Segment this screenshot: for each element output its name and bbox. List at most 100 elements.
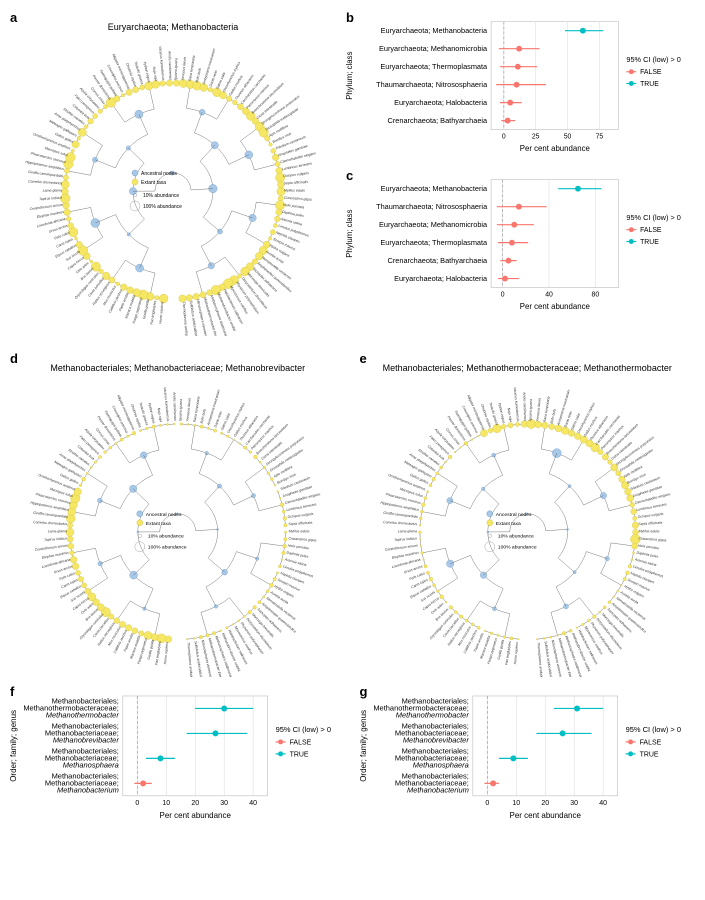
svg-text:Extant taxa: Extant taxa <box>495 521 520 527</box>
forest-plot-c: 04080Euryarchaeota; MethanobacteriaThaum… <box>344 166 697 313</box>
panel-a: a Euryarchaeota; Methanobacteria Homo sa… <box>8 8 338 341</box>
svg-text:40: 40 <box>599 799 607 806</box>
svg-text:Mytilus edulis: Mytilus edulis <box>289 529 310 533</box>
svg-text:Homo sapiens: Homo sapiens <box>158 301 164 324</box>
forest-col-bc: b 0255075Euryarchaeota; MethanobacteriaE… <box>344 8 697 341</box>
svg-text:25: 25 <box>532 133 540 140</box>
panel-label-e: e <box>360 351 367 366</box>
forest-plot-f: 010203040Methanobacteriales;Methanotherm… <box>8 682 348 822</box>
svg-text:Euryarchaeota; Thermoplasmata: Euryarchaeota; Thermoplasmata <box>380 62 488 71</box>
panel-label-d: d <box>10 351 18 366</box>
svg-text:Crassostrea gigas: Crassostrea gigas <box>284 196 313 202</box>
svg-text:Order; family; genus: Order; family; genus <box>359 710 368 782</box>
svg-text:Varanus komodoensis: Varanus komodoensis <box>163 387 170 422</box>
svg-text:0: 0 <box>135 799 139 806</box>
svg-text:Pan troglodytes: Pan troglodytes <box>150 300 158 325</box>
svg-text:Bufo bufo: Bufo bufo <box>200 408 207 423</box>
svg-text:Varanus komodoensis: Varanus komodoensis <box>512 387 519 422</box>
svg-text:Homo sapiens: Homo sapiens <box>513 642 519 665</box>
svg-text:Lumbricus terrestris: Lumbricus terrestris <box>286 502 317 512</box>
panel-e: e Methanobacteriales; Methanothermobacte… <box>358 349 698 682</box>
svg-text:Per cent abundance: Per cent abundance <box>520 302 590 311</box>
svg-text:Lama glama: Lama glama <box>48 529 67 533</box>
svg-text:Crenarchaeota; Bathyarchaeia: Crenarchaeota; Bathyarchaeia <box>388 256 489 265</box>
row-1: a Euryarchaeota; Methanobacteria Homo sa… <box>8 8 697 341</box>
svg-text:Pan troglodytes: Pan troglodytes <box>154 641 162 666</box>
svg-text:Methanobrevibacter: Methanobrevibacter <box>53 735 120 744</box>
svg-text:30: 30 <box>220 799 228 806</box>
svg-text:100% abundance: 100% abundance <box>148 545 187 551</box>
svg-text:FALSE: FALSE <box>640 69 662 76</box>
svg-text:Giraffa camelopardalis: Giraffa camelopardalis <box>33 511 68 519</box>
svg-text:Lumbricus terrestris: Lumbricus terrestris <box>281 161 312 171</box>
forest-plot-b: 0255075Euryarchaeota; MethanobacteriaEur… <box>344 8 697 155</box>
panel-title-e: Methanobacteriales; Methanothermobactera… <box>358 363 698 373</box>
svg-text:20: 20 <box>191 799 199 806</box>
svg-text:0: 0 <box>502 133 506 140</box>
svg-text:20: 20 <box>541 799 549 806</box>
svg-text:TRUE: TRUE <box>290 751 309 758</box>
svg-text:Iguana iguana: Iguana iguana <box>528 399 533 421</box>
svg-text:Thaumarchaeota; Nitrososphaeri: Thaumarchaeota; Nitrososphaeria <box>376 80 488 89</box>
svg-text:40: 40 <box>545 291 553 298</box>
svg-text:TRUE: TRUE <box>639 751 658 758</box>
svg-text:10% abundance: 10% abundance <box>497 534 533 540</box>
svg-text:Euryarchaeota; Methanobacteria: Euryarchaeota; Methanobacteria <box>381 184 488 193</box>
svg-text:Pan troglodytes: Pan troglodytes <box>504 641 512 666</box>
svg-text:Mytilus edulis: Mytilus edulis <box>638 529 659 533</box>
svg-text:Sepia officinalis: Sepia officinalis <box>638 521 663 526</box>
svg-text:Iguana iguana: Iguana iguana <box>174 58 179 80</box>
svg-text:95% CI (low) > 0: 95% CI (low) > 0 <box>276 724 331 733</box>
svg-text:Xenopus laevis: Xenopus laevis <box>535 397 541 422</box>
svg-text:Helix pomatia: Helix pomatia <box>283 203 305 210</box>
svg-text:80: 80 <box>592 291 600 298</box>
svg-text:Euryarchaeota; Methanobacteria: Euryarchaeota; Methanobacteria <box>381 26 488 35</box>
svg-text:Thermoplasma acidophilum: Thermoplasma acidophilum <box>186 642 194 677</box>
svg-text:Methanosphaera: Methanosphaera <box>412 760 468 769</box>
svg-text:Octopus vulgaris: Octopus vulgaris <box>287 512 314 519</box>
svg-text:Xenopus laevis: Xenopus laevis <box>181 56 187 81</box>
panel-g: g 010203040Methanobacteriales;Methanothe… <box>358 682 698 827</box>
svg-text:Lama glama: Lama glama <box>43 189 62 193</box>
svg-text:Naja naja: Naja naja <box>506 407 512 422</box>
svg-text:Thaumarchaeota; Nitrososphaeri: Thaumarchaeota; Nitrososphaeria <box>376 202 488 211</box>
svg-text:Camelus dromedarius: Camelus dromedarius <box>33 520 68 526</box>
phylo-tree-e: Homo sapiensPan troglodytesGorilla goril… <box>358 377 698 677</box>
svg-text:Phylum; class: Phylum; class <box>345 51 354 99</box>
svg-text:Ancestral nodes: Ancestral nodes <box>146 512 182 518</box>
svg-text:Rana temporaria: Rana temporaria <box>188 55 196 81</box>
panel-d: d Methanobacteriales; Methanobacteriacea… <box>8 349 348 682</box>
svg-text:Extant taxa: Extant taxa <box>146 521 171 527</box>
panel-b: b 0255075Euryarchaeota; MethanobacteriaE… <box>344 8 697 160</box>
svg-text:Methanobacterium: Methanobacterium <box>406 785 468 794</box>
svg-text:Order; family; genus: Order; family; genus <box>9 710 18 782</box>
panel-f: f 010203040Methanobacteriales;Methanothe… <box>8 682 348 827</box>
svg-text:Rana temporaria: Rana temporaria <box>542 396 550 422</box>
svg-text:FALSE: FALSE <box>290 739 312 746</box>
svg-text:Xenopus laevis: Xenopus laevis <box>185 397 191 422</box>
svg-text:Euryarchaeota; Methanomicrobia: Euryarchaeota; Methanomicrobia <box>379 220 488 229</box>
svg-text:Helix pomatia: Helix pomatia <box>287 544 309 551</box>
svg-text:TRUE: TRUE <box>640 81 659 88</box>
svg-text:Euryarchaeota; Halobacteria: Euryarchaeota; Halobacteria <box>394 98 488 107</box>
svg-text:Thermoplasma acidophilum: Thermoplasma acidophilum <box>536 642 544 677</box>
row-3: f 010203040Methanobacteriales;Methanothe… <box>8 682 697 827</box>
panel-title-d: Methanobacteriales; Methanobacteriaceae;… <box>8 363 348 373</box>
svg-text:Euryarchaeota; Halobacteria: Euryarchaeota; Halobacteria <box>394 274 488 283</box>
svg-text:FALSE: FALSE <box>639 739 661 746</box>
svg-text:Euryarchaeota; Thermoplasmata: Euryarchaeota; Thermoplasmata <box>380 238 488 247</box>
panel-label-f: f <box>10 684 14 699</box>
svg-text:Phylum; class: Phylum; class <box>345 210 354 258</box>
svg-text:Octopus vulgaris: Octopus vulgaris <box>283 171 310 178</box>
svg-text:Methanosphaera: Methanosphaera <box>63 760 119 769</box>
svg-text:Gorilla gorilla: Gorilla gorilla <box>147 639 155 660</box>
svg-text:100% abundance: 100% abundance <box>497 545 536 551</box>
panel-label-a: a <box>10 10 17 25</box>
svg-text:Bufo bufo: Bufo bufo <box>195 67 202 83</box>
svg-text:Thermoplasma acidophilum: Thermoplasma acidophilum <box>182 301 190 336</box>
svg-text:100% abundance: 100% abundance <box>143 204 182 210</box>
forest-plot-g: 010203040Methanobacteriales;Methanotherm… <box>358 682 698 822</box>
svg-text:Crenarchaeota; Bathyarchaeia: Crenarchaeota; Bathyarchaeia <box>388 116 489 125</box>
svg-text:Gorilla gorilla: Gorilla gorilla <box>496 639 504 660</box>
svg-text:75: 75 <box>596 133 604 140</box>
